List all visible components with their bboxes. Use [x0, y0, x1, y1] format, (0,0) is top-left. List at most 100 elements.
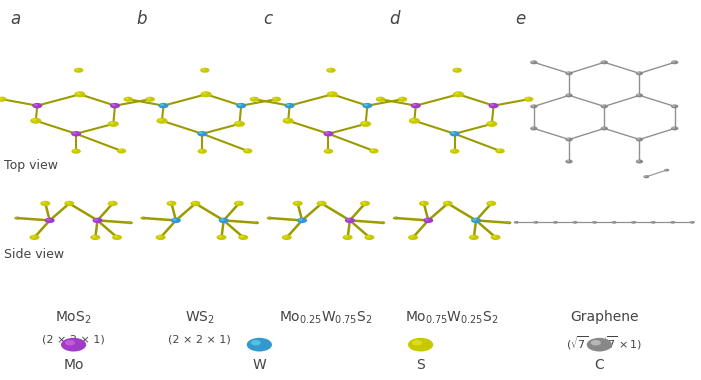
- Circle shape: [236, 122, 240, 124]
- Circle shape: [345, 218, 355, 223]
- Circle shape: [362, 122, 367, 124]
- Text: Top view: Top view: [4, 159, 57, 172]
- Circle shape: [425, 218, 429, 221]
- Circle shape: [344, 236, 348, 238]
- Circle shape: [671, 127, 679, 130]
- Circle shape: [125, 98, 129, 100]
- Circle shape: [251, 98, 255, 100]
- Circle shape: [118, 149, 122, 151]
- Circle shape: [664, 169, 669, 171]
- Circle shape: [636, 71, 643, 75]
- Circle shape: [238, 235, 248, 240]
- Circle shape: [566, 138, 569, 140]
- Circle shape: [506, 221, 512, 224]
- Circle shape: [672, 105, 675, 107]
- Circle shape: [202, 68, 205, 71]
- Circle shape: [496, 148, 505, 154]
- Circle shape: [234, 201, 244, 206]
- Circle shape: [398, 97, 407, 102]
- Circle shape: [76, 68, 79, 71]
- Circle shape: [15, 217, 18, 218]
- Circle shape: [486, 201, 496, 206]
- Circle shape: [371, 149, 374, 151]
- Circle shape: [240, 236, 244, 238]
- Circle shape: [73, 132, 76, 134]
- Circle shape: [146, 97, 155, 102]
- Circle shape: [109, 122, 114, 124]
- Circle shape: [636, 93, 643, 97]
- Circle shape: [488, 202, 492, 204]
- Circle shape: [31, 236, 35, 238]
- Circle shape: [266, 217, 272, 220]
- Circle shape: [450, 149, 459, 154]
- Text: Mo$_{0.75}$W$_{0.25}$S$_2$: Mo$_{0.75}$W$_{0.25}$S$_2$: [405, 310, 499, 326]
- Circle shape: [380, 221, 386, 224]
- Circle shape: [497, 149, 501, 151]
- Circle shape: [140, 217, 146, 220]
- Circle shape: [285, 103, 294, 108]
- Circle shape: [0, 97, 7, 102]
- Circle shape: [530, 60, 538, 64]
- Circle shape: [158, 103, 168, 108]
- Circle shape: [471, 218, 481, 223]
- Circle shape: [66, 202, 70, 204]
- Circle shape: [531, 127, 534, 129]
- Circle shape: [299, 218, 303, 221]
- Circle shape: [200, 91, 212, 97]
- Circle shape: [197, 131, 207, 136]
- Circle shape: [672, 61, 675, 63]
- Circle shape: [411, 119, 415, 121]
- Circle shape: [381, 222, 383, 223]
- Circle shape: [408, 235, 418, 240]
- Circle shape: [553, 221, 558, 224]
- Circle shape: [294, 202, 299, 204]
- Circle shape: [592, 221, 597, 224]
- Circle shape: [419, 201, 429, 206]
- Circle shape: [128, 222, 130, 223]
- Circle shape: [631, 221, 636, 224]
- Circle shape: [283, 118, 294, 124]
- Circle shape: [268, 217, 270, 218]
- Circle shape: [123, 97, 133, 102]
- Circle shape: [451, 149, 455, 152]
- Circle shape: [325, 149, 329, 152]
- Circle shape: [157, 236, 161, 238]
- Circle shape: [14, 217, 20, 220]
- Circle shape: [601, 105, 608, 108]
- Circle shape: [412, 340, 422, 345]
- Circle shape: [108, 121, 119, 127]
- Circle shape: [611, 221, 617, 224]
- Circle shape: [200, 68, 210, 73]
- Circle shape: [236, 103, 246, 108]
- Circle shape: [203, 92, 207, 95]
- Text: MoS$_2$: MoS$_2$: [55, 310, 92, 326]
- Text: (2 × 2 × 1): (2 × 2 × 1): [42, 334, 105, 344]
- Circle shape: [490, 104, 494, 106]
- Circle shape: [218, 236, 222, 238]
- Circle shape: [443, 201, 453, 206]
- Circle shape: [325, 132, 329, 134]
- Circle shape: [238, 104, 242, 106]
- Circle shape: [469, 235, 479, 240]
- Circle shape: [533, 221, 538, 224]
- Circle shape: [254, 221, 259, 224]
- Circle shape: [328, 68, 332, 71]
- Circle shape: [530, 105, 538, 108]
- Circle shape: [45, 218, 55, 223]
- Circle shape: [73, 149, 76, 152]
- Circle shape: [250, 97, 259, 102]
- Circle shape: [110, 103, 120, 108]
- Circle shape: [573, 221, 578, 224]
- Circle shape: [408, 338, 433, 352]
- Circle shape: [444, 202, 449, 204]
- Circle shape: [76, 92, 81, 95]
- Circle shape: [452, 68, 462, 73]
- Circle shape: [637, 94, 640, 96]
- Circle shape: [234, 121, 245, 127]
- Circle shape: [94, 218, 98, 221]
- Circle shape: [71, 131, 81, 136]
- Circle shape: [326, 68, 336, 73]
- Circle shape: [273, 98, 277, 100]
- Text: C: C: [594, 358, 604, 372]
- Circle shape: [32, 119, 36, 121]
